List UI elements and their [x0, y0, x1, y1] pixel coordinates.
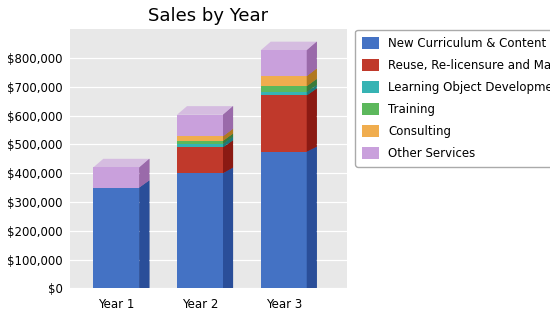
Bar: [177, 141, 223, 144]
Polygon shape: [223, 129, 233, 141]
Polygon shape: [139, 180, 150, 288]
Bar: [261, 95, 307, 152]
Polygon shape: [139, 180, 150, 288]
Polygon shape: [94, 280, 150, 288]
Polygon shape: [307, 85, 317, 95]
Title: Sales by Year: Sales by Year: [148, 7, 268, 25]
Polygon shape: [223, 134, 233, 144]
Polygon shape: [307, 42, 317, 76]
Polygon shape: [307, 85, 317, 95]
Polygon shape: [223, 106, 233, 288]
Polygon shape: [307, 79, 317, 92]
Polygon shape: [223, 168, 233, 288]
Polygon shape: [307, 68, 317, 86]
Polygon shape: [261, 280, 317, 288]
Polygon shape: [307, 147, 317, 288]
Bar: [177, 173, 223, 288]
Polygon shape: [307, 88, 317, 152]
Bar: [177, 115, 223, 136]
Bar: [261, 152, 307, 288]
Polygon shape: [307, 42, 317, 288]
Bar: [177, 136, 223, 141]
Polygon shape: [223, 137, 233, 147]
Polygon shape: [223, 140, 233, 173]
Polygon shape: [139, 159, 150, 288]
Bar: [261, 50, 307, 76]
Bar: [177, 144, 223, 147]
Polygon shape: [94, 159, 150, 168]
Polygon shape: [307, 79, 317, 92]
Polygon shape: [177, 280, 233, 288]
Bar: [261, 86, 307, 92]
Bar: [177, 147, 223, 173]
Polygon shape: [223, 106, 233, 136]
Polygon shape: [223, 106, 233, 136]
Bar: [261, 92, 307, 95]
Bar: [94, 168, 139, 188]
Polygon shape: [307, 147, 317, 288]
Polygon shape: [261, 42, 317, 50]
Bar: [261, 76, 307, 86]
Polygon shape: [223, 129, 233, 141]
Bar: [94, 188, 139, 288]
Polygon shape: [223, 168, 233, 288]
Polygon shape: [223, 134, 233, 144]
Polygon shape: [177, 106, 233, 115]
Polygon shape: [307, 42, 317, 76]
Polygon shape: [139, 159, 150, 188]
Legend: New Curriculum & Content Deve, Reuse, Re-licensure and Mainte, Learning Object D: New Curriculum & Content Deve, Reuse, Re…: [355, 30, 550, 167]
Polygon shape: [307, 88, 317, 152]
Polygon shape: [307, 68, 317, 86]
Polygon shape: [139, 159, 150, 188]
Polygon shape: [223, 140, 233, 173]
Polygon shape: [223, 137, 233, 147]
